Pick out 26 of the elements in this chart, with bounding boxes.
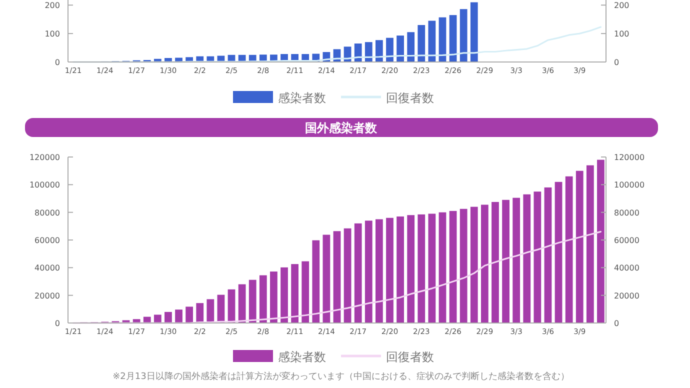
y-tick-label: 200 [44, 1, 60, 10]
y-tick-label: 40000 [34, 264, 60, 273]
y2-tick-label: 0 [614, 58, 620, 67]
y-tick-label: 120000 [29, 153, 60, 162]
y2-tick-label: 40000 [614, 264, 640, 273]
y-tick-label: 0 [54, 58, 60, 67]
y2-tick-label: 100000 [614, 180, 645, 190]
y2-tick-label: 0 [614, 319, 620, 328]
legend-label: 回復者数 [386, 91, 434, 105]
y2-tick-label: 100 [614, 30, 630, 39]
text: ※2月13日以降の国外感染者は計算方法が変わっています（中国における、症状のみで判断した感染者数を含む） [112, 371, 570, 382]
y2-tick-label: 200 [614, 1, 630, 10]
y-tick-label: 100 [44, 30, 60, 39]
legend-label: 感染者数 [278, 91, 326, 105]
y-tick-label: 0 [54, 319, 60, 328]
y-tick-label: 60000 [34, 236, 60, 245]
y-tick-label: 100000 [29, 180, 60, 190]
legend-label: 感染者数 [278, 350, 326, 364]
y2-tick-label: 20000 [614, 291, 640, 300]
y2-tick-label: 120000 [614, 153, 645, 162]
y-tick-label: 80000 [34, 208, 60, 218]
y2-tick-label: 80000 [614, 208, 640, 218]
y-tick-label: 20000 [34, 291, 60, 300]
legend-label: 回復者数 [386, 350, 434, 364]
y2-tick-label: 60000 [614, 236, 640, 245]
chart-title: 国外感染者数 [305, 121, 378, 135]
